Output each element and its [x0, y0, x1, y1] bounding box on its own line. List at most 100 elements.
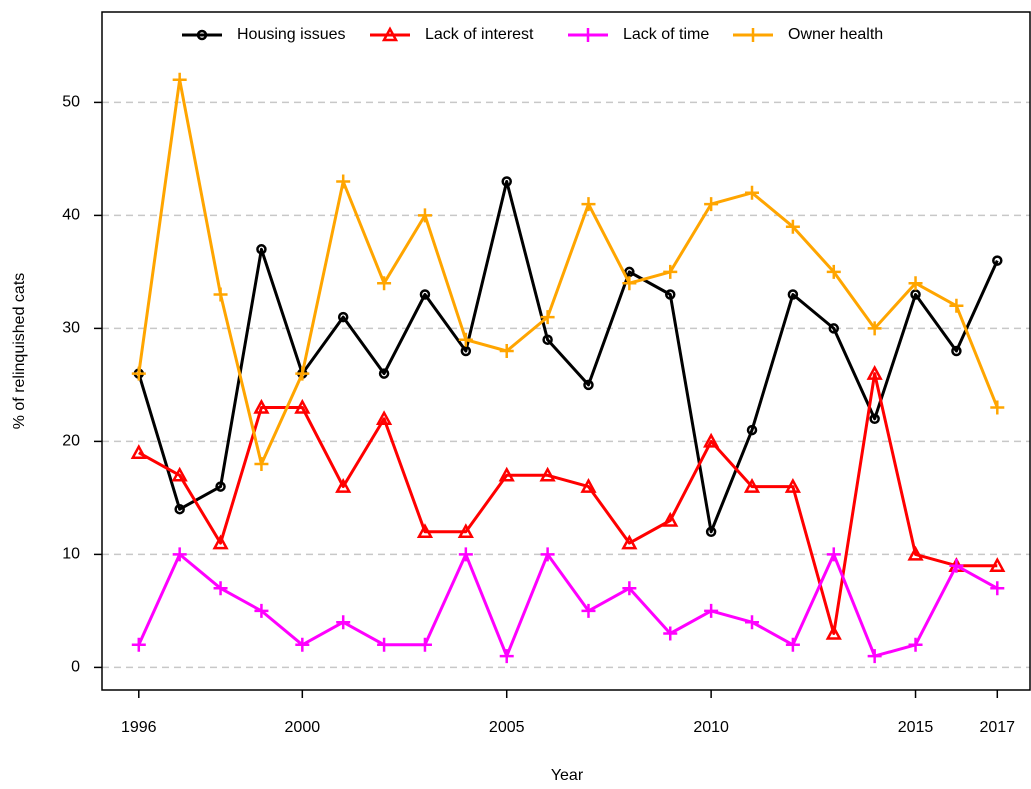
marker-triangle — [825, 624, 842, 640]
x-tick-label: 2010 — [693, 719, 729, 736]
marker-plus — [417, 208, 432, 223]
marker-plus — [990, 400, 1005, 415]
marker-plus — [377, 276, 392, 291]
marker-circle — [664, 289, 676, 300]
marker-triangle — [212, 534, 229, 550]
marker-circle — [624, 266, 635, 278]
marker-plus — [499, 344, 514, 358]
marker — [746, 28, 760, 42]
x-tick-label: 2017 — [979, 719, 1015, 736]
marker — [867, 649, 882, 664]
marker-plus — [336, 174, 351, 189]
marker — [254, 603, 269, 618]
marker — [583, 379, 594, 391]
marker-triangle — [171, 466, 188, 482]
marker — [457, 523, 474, 539]
marker — [540, 547, 555, 562]
marker — [377, 637, 392, 652]
marker — [501, 176, 512, 187]
marker — [542, 334, 553, 345]
marker — [196, 29, 208, 41]
marker — [663, 626, 678, 641]
marker — [171, 466, 188, 482]
marker — [419, 289, 431, 300]
marker-triangle — [381, 26, 399, 42]
y-tick-label: 30 — [62, 320, 80, 337]
marker-triangle — [375, 410, 393, 426]
marker-plus — [172, 72, 187, 87]
marker — [869, 413, 880, 425]
marker — [664, 289, 676, 300]
marker-plus — [949, 558, 964, 573]
marker — [213, 581, 228, 596]
marker — [785, 637, 800, 652]
marker-plus — [746, 28, 760, 42]
marker — [990, 581, 1005, 596]
marker-triangle — [457, 523, 474, 539]
marker — [907, 545, 924, 561]
marker — [416, 523, 434, 539]
marker-triangle — [335, 477, 352, 493]
plot-frame — [101, 11, 1031, 691]
marker — [213, 287, 228, 302]
marker — [704, 197, 719, 212]
marker — [662, 511, 679, 527]
marker — [621, 534, 638, 550]
marker-triangle — [743, 477, 761, 493]
marker — [253, 398, 270, 414]
x-axis-label: Year — [551, 767, 584, 784]
marker — [746, 424, 758, 436]
marker — [172, 547, 187, 562]
marker — [910, 289, 921, 300]
marker — [212, 534, 229, 550]
marker-circle — [910, 289, 921, 300]
marker-plus — [622, 581, 637, 596]
marker — [378, 368, 390, 379]
marker — [949, 558, 964, 573]
marker — [826, 264, 841, 279]
marker — [499, 649, 514, 664]
marker-circle — [542, 334, 553, 345]
marker-plus — [908, 276, 923, 291]
legend-label: Owner health — [788, 26, 883, 43]
marker-circle — [378, 368, 390, 379]
marker-plus — [131, 366, 146, 381]
marker — [663, 264, 678, 279]
marker — [989, 557, 1006, 572]
marker-triangle — [580, 477, 597, 493]
marker — [130, 444, 147, 459]
marker — [335, 477, 352, 493]
legend-label: Lack of interest — [425, 26, 534, 43]
marker — [866, 364, 883, 380]
legend-label: Housing issues — [237, 26, 346, 43]
marker-circle — [705, 526, 717, 538]
marker — [784, 477, 801, 493]
y-tick-label: 20 — [62, 433, 80, 450]
marker — [949, 298, 964, 313]
marker-plus — [990, 581, 1005, 596]
marker — [826, 547, 841, 562]
marker-plus — [458, 332, 473, 347]
marker — [704, 603, 719, 618]
marker — [256, 244, 267, 255]
marker-triangle — [784, 477, 801, 493]
marker-circle — [787, 289, 799, 300]
marker-circle — [419, 289, 431, 300]
marker — [743, 477, 761, 493]
marker-circle — [256, 244, 267, 255]
marker-plus — [295, 366, 310, 381]
y-tick-label: 0 — [71, 659, 80, 676]
marker — [540, 310, 555, 325]
marker — [375, 410, 393, 426]
marker-plus — [131, 637, 146, 652]
marker — [460, 345, 472, 357]
marker-circle — [174, 503, 185, 515]
marker-plus — [785, 219, 800, 234]
marker — [828, 323, 840, 334]
marker-plus — [663, 626, 678, 641]
marker-plus — [417, 637, 432, 652]
marker-circle — [951, 345, 962, 357]
marker-plus — [213, 581, 228, 596]
marker — [992, 255, 1003, 266]
